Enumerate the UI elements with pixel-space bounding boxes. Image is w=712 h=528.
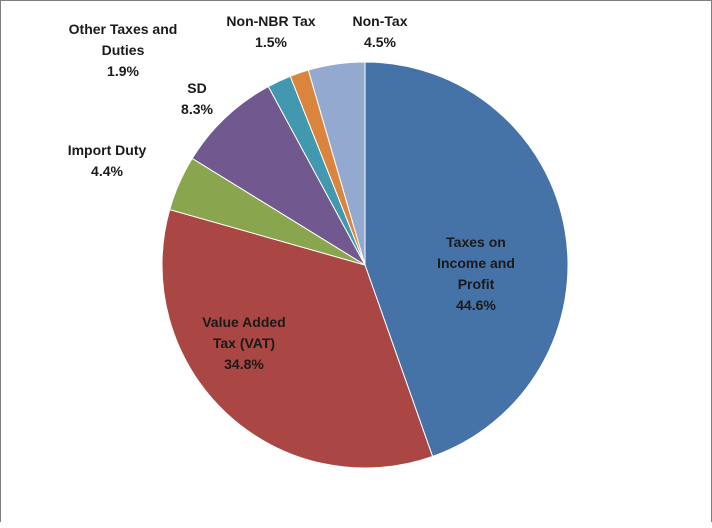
pie-slice-sd — [191, 85, 367, 267]
data-label-line: SD — [187, 80, 206, 96]
data-label-line: Import Duty — [68, 142, 147, 158]
data-label-line: Value Added — [202, 314, 286, 330]
data-label-import-duty: Import Duty 4.4% — [68, 142, 147, 179]
pie-slices — [161, 61, 569, 469]
data-label-line: 1.9% — [107, 63, 139, 79]
data-label-value-added-tax-vat: Value Added Tax (VAT) 34.8% — [202, 314, 286, 372]
data-label-line: 34.8% — [224, 356, 264, 372]
data-label-non-nbr-tax: Non-NBR Tax 1.5% — [226, 13, 315, 50]
data-label-line: Profit — [458, 276, 495, 292]
data-label-line: Other Taxes and — [69, 21, 178, 37]
pie-slice-non-tax — [307, 61, 366, 266]
data-label-line: Income and — [437, 255, 515, 271]
data-label-non-tax: Non-Tax 4.5% — [353, 13, 408, 50]
data-label-line: 1.5% — [255, 34, 287, 50]
data-label-line: 4.4% — [91, 163, 123, 179]
data-label-line: 44.6% — [456, 297, 496, 313]
data-label-line: 4.5% — [364, 34, 396, 50]
data-label-line: Tax (VAT) — [213, 335, 275, 351]
data-label-line: Non-NBR Tax — [226, 13, 315, 29]
data-label-line: Duties — [102, 42, 145, 58]
data-label-line: Non-Tax — [353, 13, 408, 29]
data-label-line: Taxes on — [446, 234, 506, 250]
data-label-taxes-on-income-and-profit: Taxes on Income and Profit 44.6% — [437, 234, 515, 313]
data-label-line: 8.3% — [181, 101, 213, 117]
pie-slice-value-added-tax-vat — [161, 208, 434, 469]
data-label-sd: SD 8.3% — [181, 80, 213, 117]
pie-slice-taxes-on-income-and-profit — [364, 61, 569, 458]
pie-data-labels: Taxes on Income and Profit 44.6% Value Added… — [68, 13, 515, 372]
data-label-other-taxes-and-duties: Other Taxes and Duties 1.9% — [69, 21, 178, 79]
